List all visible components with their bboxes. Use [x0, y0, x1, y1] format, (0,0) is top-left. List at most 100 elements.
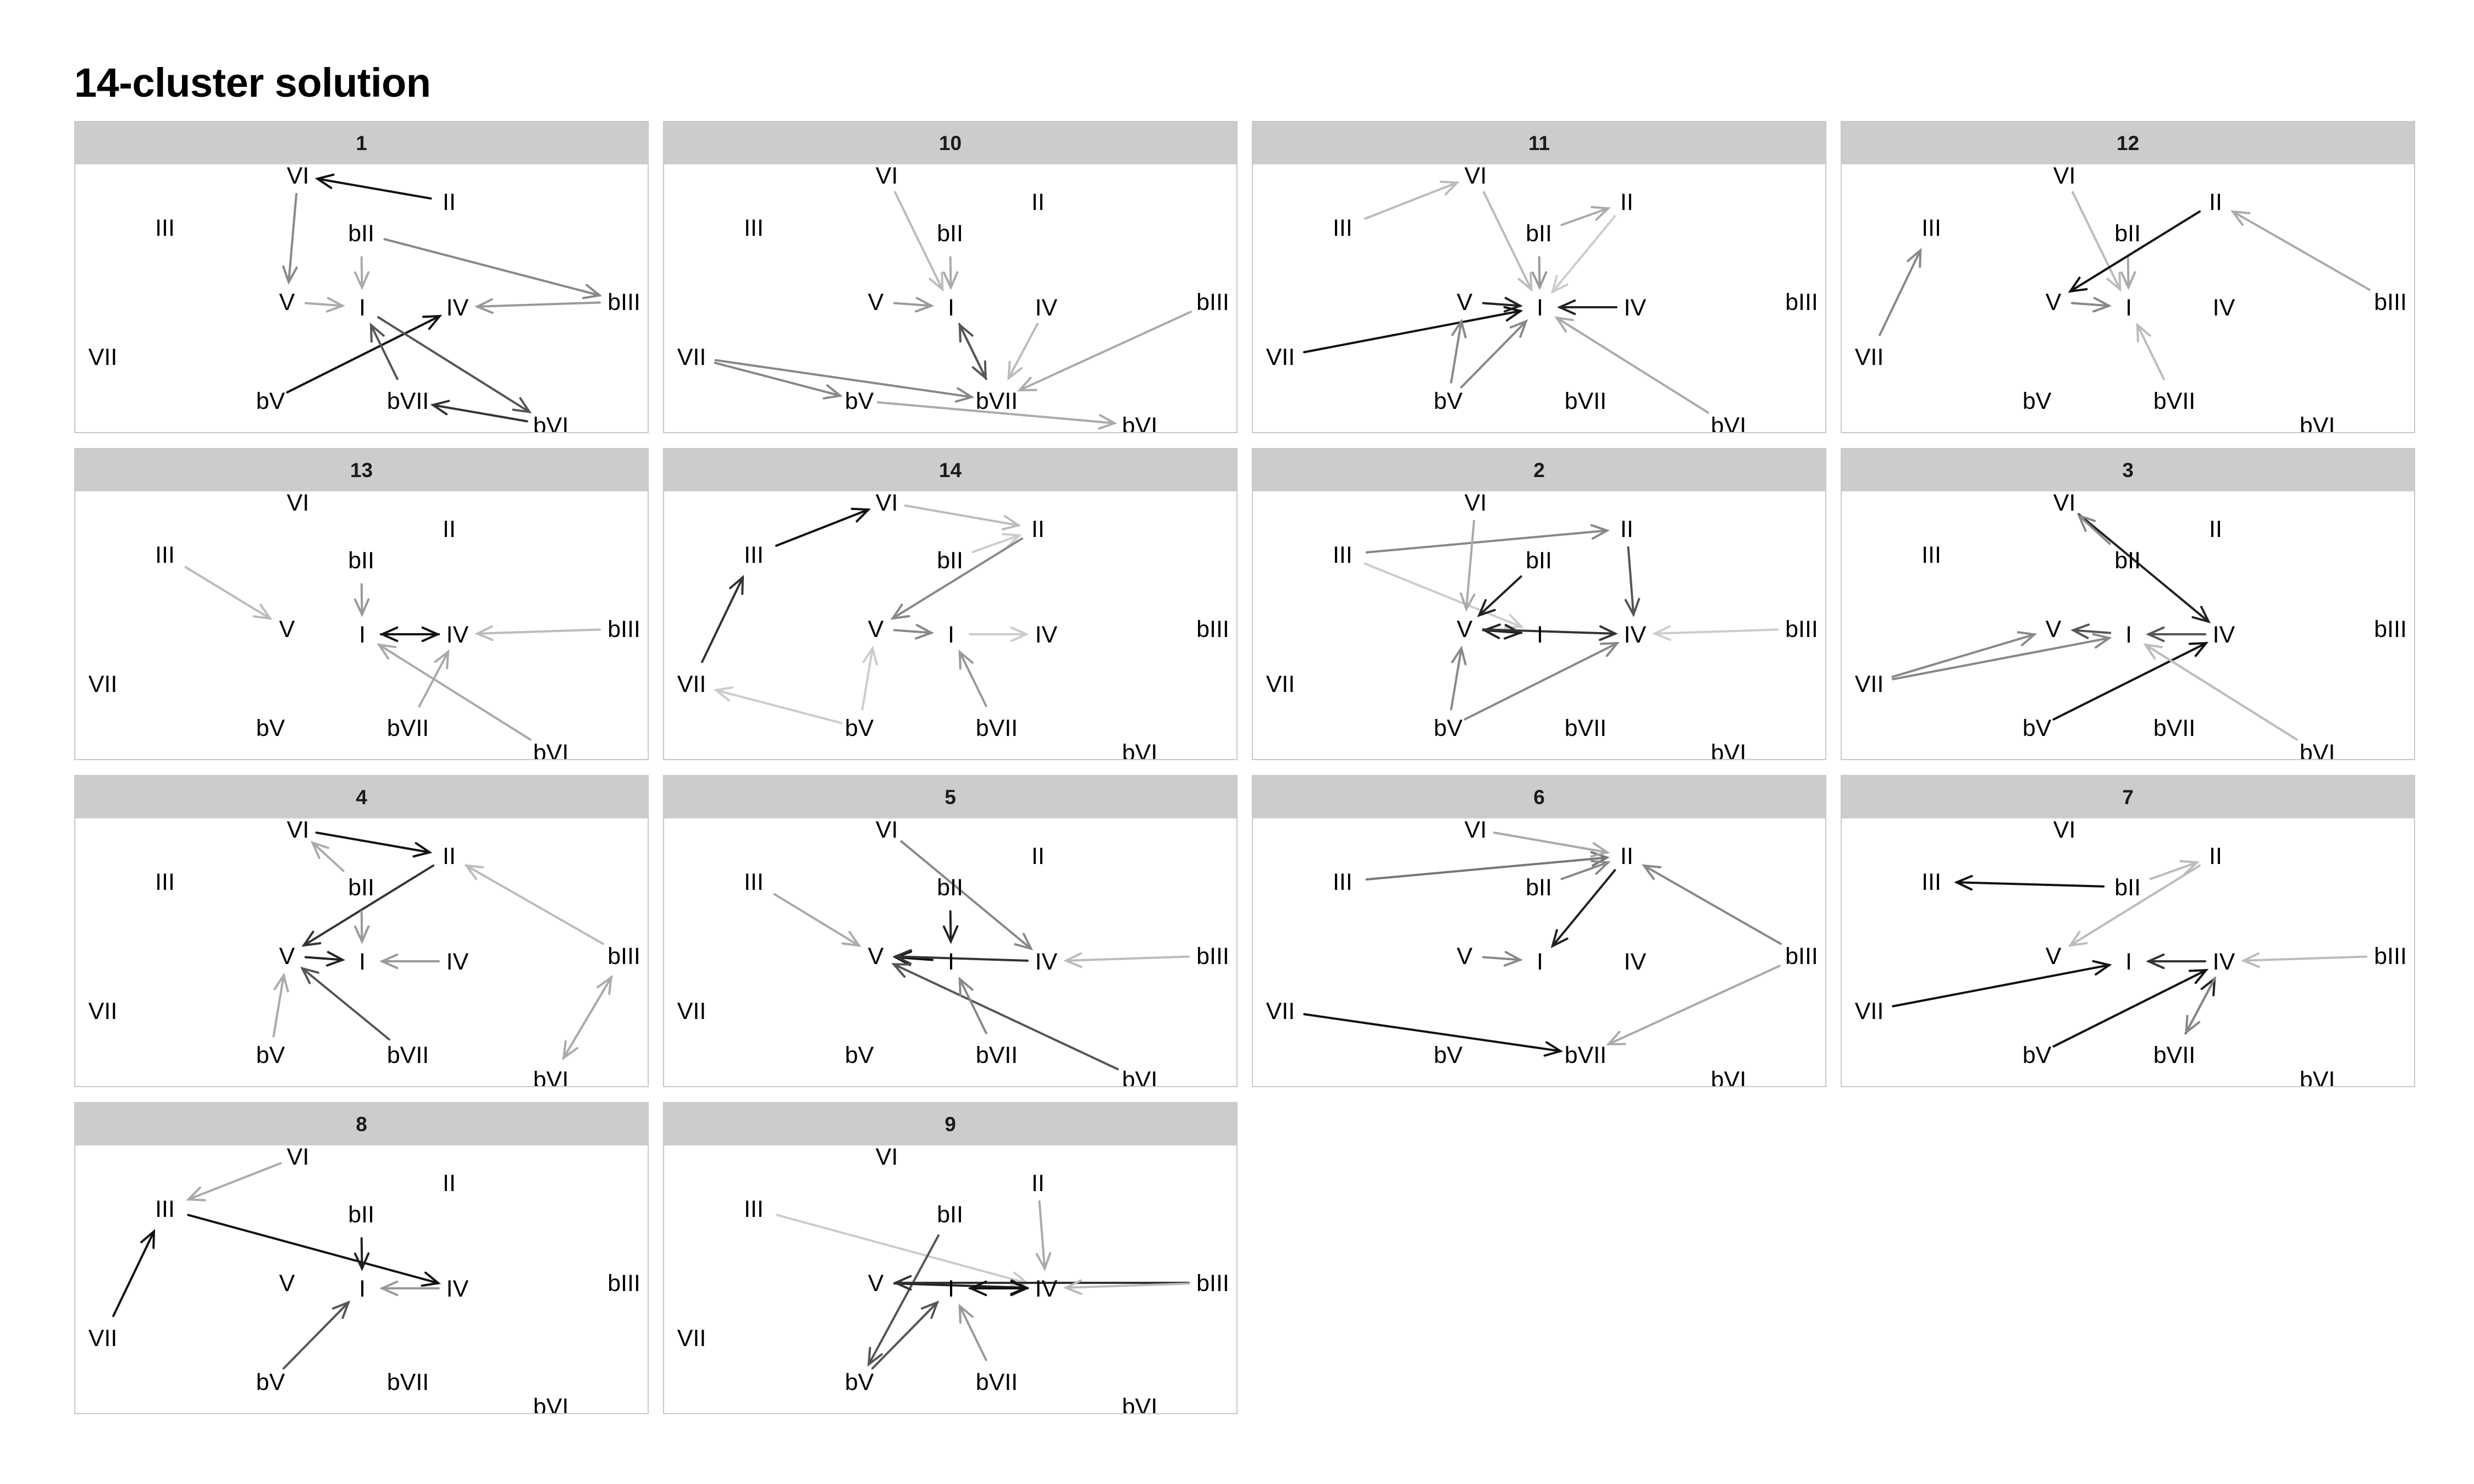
chord-node: VII [1266, 344, 1295, 370]
transition-arrow [958, 976, 987, 1034]
transition-arrow [1879, 248, 1922, 336]
transition-arrow [776, 1214, 1030, 1287]
transition-arrow [377, 316, 532, 414]
transition-arrow [1464, 641, 1620, 721]
chord-node: V [2046, 289, 2062, 315]
transition-arrow [1303, 306, 1523, 353]
transition-arrow [300, 966, 390, 1041]
transition-arrow [304, 297, 345, 313]
chord-node: VI [287, 164, 310, 189]
chord-node: bV [1434, 715, 1463, 741]
transition-arrow [1560, 860, 1611, 881]
chord-node: bVII [2153, 388, 2196, 414]
transition-arrow [430, 400, 528, 423]
chord-node: bII [2114, 547, 2141, 574]
chord-node: bVI [1711, 1067, 1747, 1086]
chord-node: III [1333, 542, 1352, 568]
transition-arrow [867, 1234, 940, 1367]
chord-node: I [2125, 295, 2132, 321]
chord-node: bVI [1122, 740, 1158, 759]
chord-node: II [2209, 516, 2222, 542]
chord-node: bVII [976, 1369, 1018, 1396]
panel-label: 2 [1253, 449, 1825, 491]
chord-node: bV [256, 715, 285, 741]
transition-arrow [900, 840, 1034, 951]
transition-arrow [369, 322, 399, 380]
transition-arrow [2077, 513, 2111, 545]
chord-node: I [2125, 622, 2132, 648]
transition-arrow [904, 504, 1021, 531]
chord-node: III [744, 542, 764, 568]
chord-node: III [1333, 215, 1352, 241]
chord-node: bII [348, 874, 374, 901]
chord-node: bIII [1785, 616, 1818, 643]
chord-node: III [155, 542, 175, 568]
chord-node: VII [89, 1325, 118, 1352]
transition-arrow [2241, 952, 2368, 968]
chord-node: bV [256, 1369, 285, 1396]
chord-node: bII [937, 874, 963, 901]
chord-node: bVII [387, 1042, 429, 1068]
transition-arrow [282, 1300, 351, 1370]
chord-node: I [1537, 295, 1543, 321]
chord-node: VI [876, 491, 898, 516]
transition-arrow [354, 910, 370, 944]
chord-node: IV [446, 1276, 469, 1302]
chord-node: VI [287, 491, 310, 516]
chord-node: bII [937, 1201, 963, 1228]
transition-arrow [1554, 316, 1709, 414]
chord-node: bIII [608, 616, 640, 643]
chord-node: VII [1266, 998, 1295, 1025]
transition-arrow [1892, 960, 2112, 1007]
transition-arrow [314, 173, 432, 200]
transition-arrow [1450, 318, 1467, 384]
transition-arrow [463, 864, 604, 945]
panel-label: 12 [1842, 122, 2414, 164]
chord-node: VII [677, 1325, 706, 1352]
chord-node: V [279, 616, 295, 643]
chord-node: I [359, 949, 366, 975]
chord-node: bII [937, 547, 963, 574]
transition-arrow [876, 401, 1118, 430]
transition-arrow [2068, 210, 2201, 293]
chord-node: bVI [1711, 740, 1747, 759]
chord-node: V [868, 289, 884, 315]
panel-label: 8 [75, 1103, 648, 1145]
transition-arrow [713, 686, 843, 724]
transition-arrow [871, 1300, 940, 1370]
chord-node: III [155, 1196, 175, 1222]
transition-arrow [304, 951, 345, 967]
chord-node: bV [1434, 1042, 1463, 1068]
transition-arrow [942, 910, 959, 944]
transition-arrow [1954, 874, 2105, 891]
transition-arrow [1482, 625, 1618, 641]
chord-node: III [1921, 869, 1941, 895]
chord-node: VI [876, 1145, 898, 1170]
chord-node: IV [1624, 295, 1647, 321]
chord-node: IV [1035, 949, 1058, 975]
chord-node: bV [845, 1369, 874, 1396]
chord-node: bIII [1196, 1270, 1229, 1297]
chord-node: bII [348, 220, 374, 247]
chord-node: bVI [533, 413, 569, 432]
chord-node: bV [256, 1042, 285, 1068]
chord-node: VI [876, 818, 898, 843]
chord-node: IV [446, 949, 469, 975]
chord-node: bVII [387, 1369, 429, 1396]
chord-node: VII [89, 998, 118, 1025]
chord-node: bVI [2300, 413, 2335, 432]
panel-label: 1 [75, 122, 648, 164]
transition-arrow [893, 949, 1029, 965]
chord-node: VI [876, 164, 898, 189]
chord-node: V [279, 1270, 295, 1297]
page-title: 14-cluster solution [74, 60, 431, 106]
chord-node: III [744, 215, 764, 241]
